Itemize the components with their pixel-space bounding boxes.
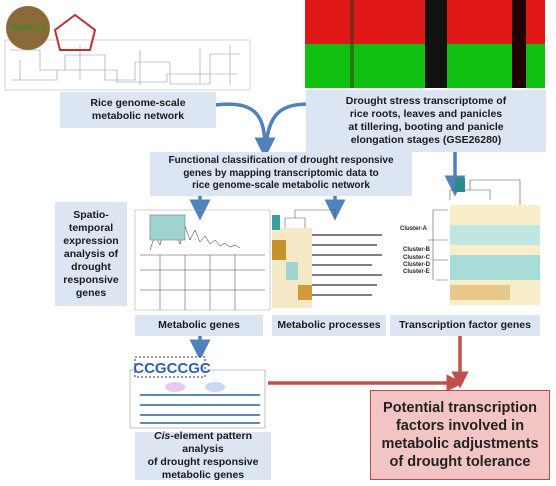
line: genes by mapping transcriptomic data to [183,167,379,179]
potential-box: Potential transcription factors involved … [370,390,550,480]
processes-image [272,209,382,308]
cluster-label: Cluster-A [400,226,428,232]
line: Functional classification of drought res… [168,155,394,167]
line: drought [71,260,111,273]
italic-text: Cis [153,430,171,442]
line: factors involved in [395,418,525,434]
logo-circle [6,6,50,50]
line: Cis-element pattern analysis [135,430,271,456]
line: metabolic network [91,110,185,122]
tf-genes-box: Transcription factor genes [390,315,540,336]
line: Rice genome-scale [90,97,186,109]
line: at tillering, booting and panicle [348,121,504,133]
line: analysis of [63,247,119,260]
line: rice genome-scale metabolic network [192,180,370,192]
cluster-label: Cluster-D [403,262,431,268]
metabolic-processes-box: Metabolic processes [272,315,386,336]
line: expression [63,234,119,247]
line: metabolic genes [161,469,245,481]
cis-image: CCGCCGC [129,356,266,429]
line: responsive [63,273,119,286]
line: genes [75,286,107,299]
cis-box: Cis-element pattern analysis of drought … [135,430,271,481]
cluster-label: Cluster-B [403,247,431,253]
text: -element pattern analysis [170,430,253,455]
tf-heatmap [428,178,540,305]
classification-box: Functional classification of drought res… [150,152,412,196]
network-box: Rice genome-scale metabolic network [60,92,216,128]
line: of drought tolerance [389,454,531,470]
line: temporal [68,221,114,234]
line: metabolic adjustments [381,436,539,452]
line: rice roots, leaves and panicles [349,108,503,120]
molecule [53,13,97,51]
network-image [4,39,251,91]
line: Drought stress transcriptome of [345,95,507,107]
red-arrows [268,336,469,392]
svg-text:CCGCCGC: CCGCCGC [133,360,211,377]
transcriptome-heatmap [305,0,545,88]
logo: RiceCyc [10,22,46,32]
line: Potential transcription [383,400,537,416]
cluster-label: Cluster-E [403,269,430,275]
line: elongation stages (GSE26280) [350,134,502,146]
metabolic-genes-image [134,209,271,311]
metabolic-genes-box: Metabolic genes [135,315,263,336]
line: Spatio- [73,208,109,221]
line: of drought responsive [147,456,259,468]
cluster-label: Cluster-C [403,255,431,261]
spatiotemporal-box: Spatio-temporal expression analysis of drou… [55,202,127,306]
transcriptome-box: Drought stress transcriptome of rice root… [306,90,546,152]
